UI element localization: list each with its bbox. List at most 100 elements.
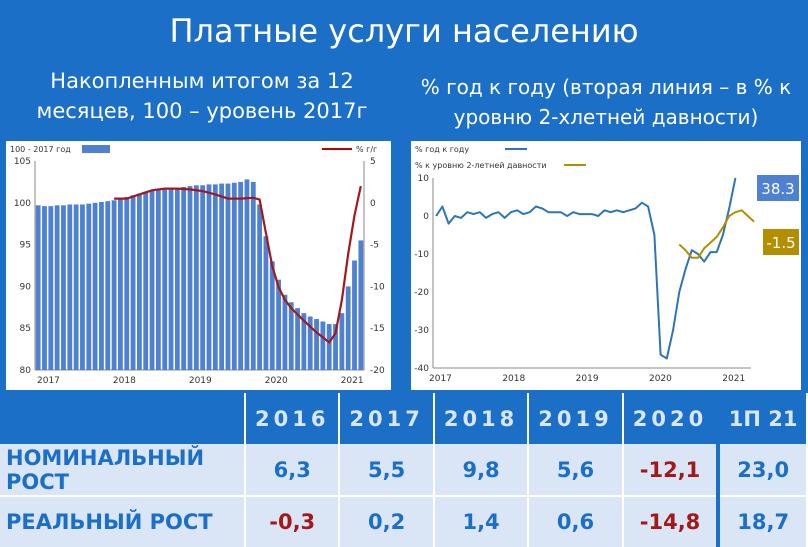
right-chart: -40 -30 -20 -10 0 10 2017 2018 2019 2020 2021 % год… bbox=[414, 145, 799, 384]
bar bbox=[333, 324, 338, 370]
x-tick-label: 2018 bbox=[113, 376, 136, 386]
year-header: 2017 bbox=[339, 393, 435, 444]
table-cell: 0,2 bbox=[339, 496, 435, 547]
table-cell: 18,7 bbox=[716, 496, 808, 547]
bar bbox=[162, 188, 168, 370]
bar bbox=[326, 324, 332, 370]
end-label-box-yoy bbox=[757, 175, 799, 201]
bar bbox=[231, 182, 237, 370]
y-left-tick-label: 105 bbox=[14, 157, 31, 167]
bar bbox=[219, 183, 225, 370]
y-tick-label: 10 bbox=[418, 174, 430, 184]
slide-title: Платные услуги населению bbox=[169, 12, 639, 50]
table-cell: 6,3 bbox=[245, 444, 341, 497]
y-right-tick-label: -20 bbox=[370, 366, 385, 376]
y-left-tick-label: 95 bbox=[20, 241, 31, 251]
bar bbox=[358, 240, 364, 370]
y-right-tick-label: -5 bbox=[370, 241, 379, 251]
bar bbox=[263, 236, 269, 370]
x-tick-label: 2021 bbox=[722, 374, 745, 384]
bar bbox=[212, 184, 218, 370]
y-left-tick-label: 80 bbox=[20, 366, 32, 376]
legend-label-line: % г/г bbox=[356, 145, 377, 154]
left-chart: 80 85 90 95 100 105 -20 -15 -10 -5 0 5 2017 2018 2019 2… bbox=[10, 145, 385, 386]
bar bbox=[54, 205, 60, 370]
bar bbox=[301, 313, 307, 370]
bar bbox=[307, 316, 313, 370]
bar bbox=[339, 313, 345, 370]
left-chart-subtitle: Накопленным итогом за 12 месяцев, 100 – … bbox=[36, 69, 368, 123]
table-row-nominal: НОМИНАЛЬНЫЙ РОСТ 6,3 5,5 9,8 5,6 -12,1 2… bbox=[0, 444, 808, 497]
row-label: НОМИНАЛЬНЫЙ РОСТ bbox=[0, 444, 246, 497]
bar bbox=[345, 286, 351, 370]
year-header: 2019 bbox=[528, 393, 624, 444]
x-tick-label: 2018 bbox=[502, 374, 525, 384]
y-left-tick-label: 85 bbox=[20, 324, 31, 334]
year-header: 2016 bbox=[245, 393, 341, 444]
bar bbox=[168, 187, 174, 370]
table-cell: 9,8 bbox=[433, 444, 530, 497]
series-line-two-year bbox=[678, 209, 755, 259]
series-line-yoy bbox=[435, 177, 737, 360]
x-tick-label: 2020 bbox=[265, 376, 288, 386]
bar bbox=[111, 200, 117, 370]
table-cell: 0,6 bbox=[528, 496, 624, 547]
table-header-row: 2016 2017 2018 2019 2020 1П 21 bbox=[0, 393, 808, 444]
bar bbox=[67, 204, 73, 370]
y-left-tick-label: 90 bbox=[20, 282, 32, 292]
year-header: 2018 bbox=[433, 393, 530, 444]
y-tick-label: -20 bbox=[414, 288, 429, 298]
y-right-tick-label: -15 bbox=[370, 324, 385, 334]
bar bbox=[193, 185, 199, 370]
end-label-yoy: 38.3 bbox=[761, 180, 794, 198]
bar bbox=[124, 196, 130, 370]
bar bbox=[244, 179, 250, 370]
bar bbox=[155, 189, 161, 370]
bar bbox=[295, 308, 300, 370]
bar bbox=[92, 202, 98, 370]
bar bbox=[118, 198, 123, 370]
legend-swatch-bars bbox=[82, 145, 110, 153]
y-right-tick-label: -10 bbox=[370, 282, 385, 292]
year-header: 1П 21 bbox=[716, 393, 808, 444]
bar bbox=[282, 294, 288, 370]
bar bbox=[320, 321, 326, 370]
table-cell: 1,4 bbox=[433, 496, 530, 547]
bar bbox=[206, 184, 212, 370]
y-tick-label: 0 bbox=[423, 212, 429, 222]
growth-table: 2016 2017 2018 2019 2020 1П 21 НОМИНАЛЬН… bbox=[0, 393, 808, 547]
table-cell: -0,3 bbox=[245, 496, 341, 547]
bar bbox=[200, 185, 206, 370]
x-tick-label: 2021 bbox=[341, 376, 364, 386]
x-tick-label: 2017 bbox=[429, 374, 452, 384]
bar bbox=[42, 206, 47, 370]
x-tick-label: 2019 bbox=[189, 376, 212, 386]
bar bbox=[174, 187, 180, 370]
bar bbox=[269, 261, 275, 370]
bar bbox=[130, 195, 136, 370]
bar bbox=[187, 186, 193, 370]
row-label: РЕАЛЬНЫЙ РОСТ bbox=[0, 496, 246, 547]
x-tick-label: 2019 bbox=[576, 374, 599, 384]
bar bbox=[181, 186, 187, 370]
series-line-yoy bbox=[114, 185, 362, 344]
end-label-two-year: -1.5 bbox=[766, 234, 795, 252]
year-header: 2020 bbox=[622, 393, 720, 444]
bar bbox=[61, 205, 66, 370]
x-tick-label: 2017 bbox=[37, 376, 60, 386]
bar bbox=[225, 183, 231, 370]
table-cell: -12,1 bbox=[622, 444, 720, 497]
legend-label-bars: 100 - 2017 год bbox=[10, 145, 71, 154]
end-label-box-two-year bbox=[763, 229, 799, 255]
bar bbox=[80, 204, 85, 370]
bar bbox=[48, 206, 54, 370]
bar bbox=[276, 279, 281, 370]
bar bbox=[143, 191, 149, 370]
bar bbox=[250, 181, 256, 370]
bar bbox=[105, 201, 111, 370]
bar bbox=[73, 204, 79, 370]
y-left-tick-label: 100 bbox=[14, 199, 31, 209]
left-chart-panel: 80 85 90 95 100 105 -20 -15 -10 -5 0 5 2017 2018 2019 2… bbox=[6, 141, 391, 390]
bar bbox=[149, 190, 155, 370]
bar bbox=[35, 205, 41, 370]
